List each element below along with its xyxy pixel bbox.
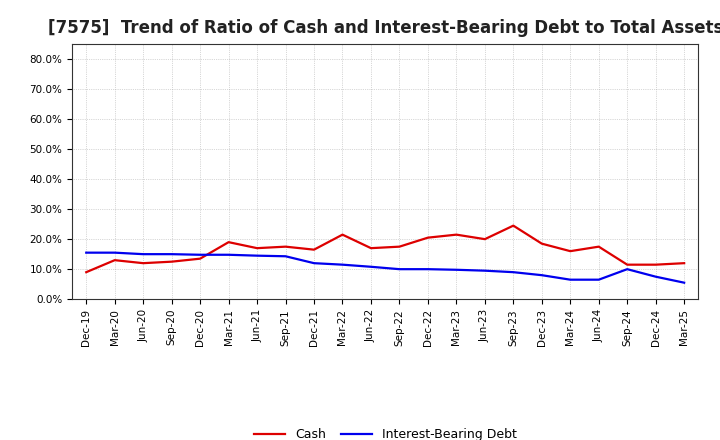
Interest-Bearing Debt [566, 277, 575, 282]
Cash [566, 249, 575, 254]
Line: Cash: Cash [86, 226, 684, 272]
Cash [82, 270, 91, 275]
Interest-Bearing Debt [623, 267, 631, 272]
Interest-Bearing Debt [82, 250, 91, 255]
Interest-Bearing Debt [225, 252, 233, 257]
Interest-Bearing Debt [652, 274, 660, 279]
Line: Interest-Bearing Debt: Interest-Bearing Debt [86, 253, 684, 282]
Title: [7575]  Trend of Ratio of Cash and Interest-Bearing Debt to Total Assets: [7575] Trend of Ratio of Cash and Intere… [48, 19, 720, 37]
Interest-Bearing Debt [253, 253, 261, 258]
Interest-Bearing Debt [110, 250, 119, 255]
Interest-Bearing Debt [680, 280, 688, 285]
Cash [196, 256, 204, 261]
Legend: Cash, Interest-Bearing Debt: Cash, Interest-Bearing Debt [248, 423, 522, 440]
Interest-Bearing Debt [310, 260, 318, 266]
Cash [480, 237, 489, 242]
Cash [139, 260, 148, 266]
Interest-Bearing Debt [395, 267, 404, 272]
Interest-Bearing Debt [595, 277, 603, 282]
Cash [595, 244, 603, 249]
Interest-Bearing Debt [480, 268, 489, 273]
Interest-Bearing Debt [167, 252, 176, 257]
Interest-Bearing Debt [196, 252, 204, 257]
Interest-Bearing Debt [452, 267, 461, 272]
Interest-Bearing Debt [509, 270, 518, 275]
Cash [423, 235, 432, 240]
Cash [338, 232, 347, 237]
Cash [623, 262, 631, 268]
Cash [509, 223, 518, 228]
Interest-Bearing Debt [366, 264, 375, 269]
Cash [167, 259, 176, 264]
Cash [366, 246, 375, 251]
Cash [452, 232, 461, 237]
Cash [110, 257, 119, 263]
Interest-Bearing Debt [139, 252, 148, 257]
Interest-Bearing Debt [423, 267, 432, 272]
Cash [282, 244, 290, 249]
Interest-Bearing Debt [282, 253, 290, 259]
Cash [310, 247, 318, 252]
Cash [680, 260, 688, 266]
Cash [253, 246, 261, 251]
Cash [537, 241, 546, 246]
Interest-Bearing Debt [537, 272, 546, 278]
Interest-Bearing Debt [338, 262, 347, 268]
Cash [225, 239, 233, 245]
Cash [395, 244, 404, 249]
Cash [652, 262, 660, 268]
